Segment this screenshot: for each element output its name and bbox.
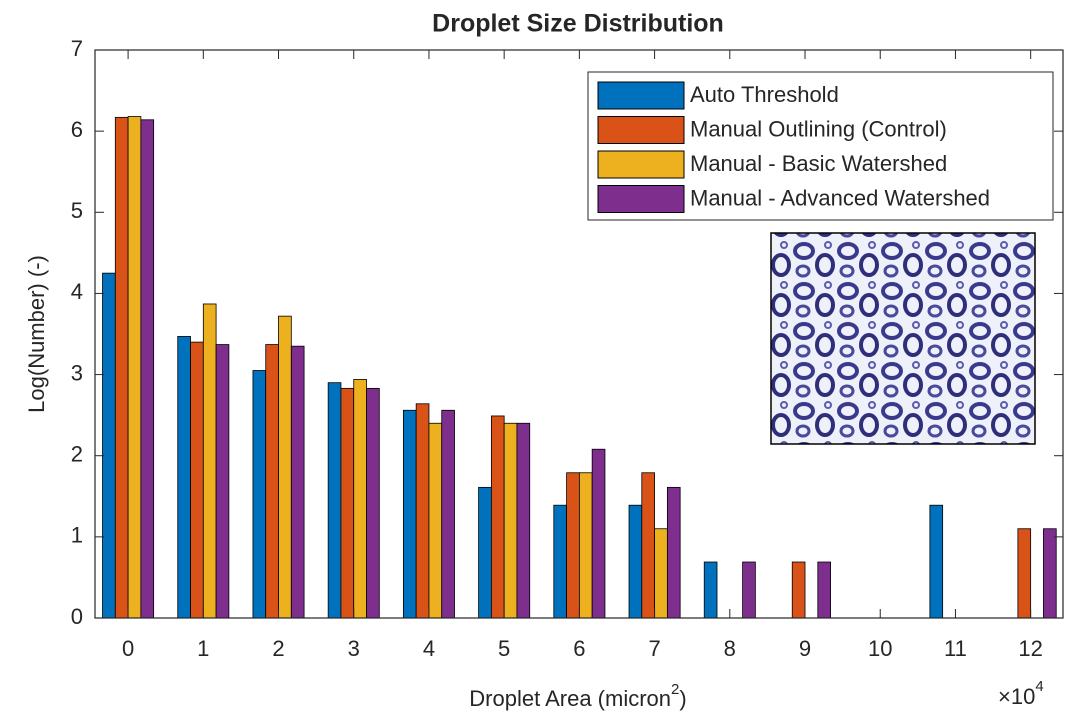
x-tick-label: 12 <box>1018 636 1042 661</box>
y-tick-label: 7 <box>71 36 83 61</box>
bar <box>203 304 216 618</box>
x-label-text: ) <box>679 686 686 711</box>
bar <box>442 410 455 618</box>
bar <box>216 345 229 618</box>
bar <box>354 379 367 618</box>
legend-swatch <box>598 117 684 144</box>
bar <box>504 423 517 618</box>
bar <box>792 562 805 618</box>
page: Droplet Size Distribution Log(Number) (-… <box>0 0 1089 721</box>
bar <box>403 410 416 618</box>
legend-label: Manual - Advanced Watershed <box>690 185 990 210</box>
bar <box>115 117 128 618</box>
x-tick-label: 5 <box>498 636 510 661</box>
legend-swatch <box>598 151 684 178</box>
x-tick-label: 0 <box>122 636 134 661</box>
legend: Auto Threshold Manual Outlining (Control)… <box>588 72 1053 220</box>
inset-image <box>771 233 1035 444</box>
x-tick-label: 3 <box>348 636 360 661</box>
bar <box>592 449 605 618</box>
bar <box>416 404 429 618</box>
y-tick-label: 3 <box>71 360 83 385</box>
x-axis-label: Droplet Area (micron2) <box>469 681 686 711</box>
bar <box>1043 529 1056 618</box>
bar <box>479 487 492 618</box>
bar <box>279 316 292 618</box>
y-tick-label: 1 <box>71 523 83 548</box>
bar <box>141 120 154 618</box>
bar <box>1018 529 1031 618</box>
x-tick-label: 8 <box>724 636 736 661</box>
bar <box>655 529 668 618</box>
bar <box>554 505 567 618</box>
legend-label: Manual Outlining (Control) <box>690 116 947 141</box>
bar <box>743 562 756 618</box>
bar <box>291 346 304 618</box>
legend-swatch <box>598 82 684 109</box>
bar <box>367 388 380 618</box>
bar <box>191 342 204 618</box>
bar <box>178 336 191 618</box>
x-exponent: ×104 <box>998 678 1044 709</box>
y-tick-label: 4 <box>71 279 83 304</box>
bar <box>429 423 442 618</box>
bar <box>517 423 530 618</box>
y-tick-label: 6 <box>71 117 83 142</box>
bar <box>266 345 279 618</box>
legend-label: Manual - Basic Watershed <box>690 151 947 176</box>
x-tick-label: 4 <box>423 636 435 661</box>
bar <box>642 473 655 618</box>
chart-title: Droplet Size Distribution <box>432 10 724 38</box>
x-tick-label: 11 <box>944 636 967 661</box>
bar <box>629 505 642 618</box>
x-tick-label: 7 <box>648 636 660 661</box>
x-label-text: Droplet Area (micron <box>469 686 671 711</box>
bar <box>930 505 943 618</box>
bar <box>579 473 592 618</box>
x-tick-label: 9 <box>799 636 811 661</box>
legend-label: Auto Threshold <box>690 82 839 107</box>
x-tick-label: 1 <box>197 636 209 661</box>
exponent-base: ×10 <box>998 684 1035 709</box>
bar <box>667 487 680 618</box>
y-axis-label: Log(Number) (-) <box>24 255 49 413</box>
x-tick-label: 10 <box>868 636 892 661</box>
bar <box>341 388 354 618</box>
bar <box>103 273 116 618</box>
bar <box>818 562 831 618</box>
bar <box>704 562 717 618</box>
bar <box>328 383 341 618</box>
y-tick-label: 2 <box>71 442 83 467</box>
bar <box>253 371 266 618</box>
chart: Droplet Size Distribution Log(Number) (-… <box>0 0 1089 721</box>
bar <box>567 473 580 618</box>
x-tick-label: 6 <box>573 636 585 661</box>
bar <box>491 416 504 618</box>
x-label-sup: 2 <box>671 681 679 698</box>
y-tick-label: 0 <box>71 604 83 629</box>
legend-swatch <box>598 186 684 213</box>
exponent-power: 4 <box>1035 678 1043 695</box>
bar <box>128 117 141 618</box>
x-tick-label: 2 <box>272 636 284 661</box>
y-tick-label: 5 <box>71 198 83 223</box>
